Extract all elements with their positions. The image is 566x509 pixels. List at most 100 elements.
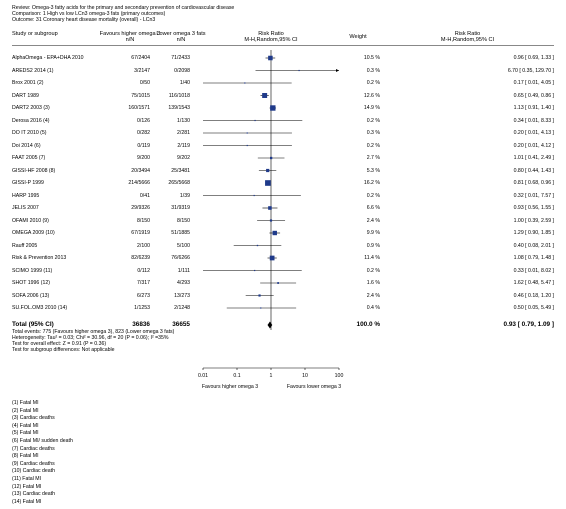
study-weight: 0.2 % xyxy=(366,80,380,86)
study-ci: 0.96 [ 0.69, 1.33 ] xyxy=(513,55,554,61)
study-name: Rauff 2005 xyxy=(12,242,38,249)
total-weight: 100.0 % xyxy=(356,321,380,328)
effect-square xyxy=(270,105,276,111)
study-ctrl: 71/2433 xyxy=(171,55,190,61)
col-exp: Favours higher omega 3 xyxy=(99,31,161,37)
study-weight: 5.3 % xyxy=(366,167,380,174)
study-ctrl: 0/2098 xyxy=(174,67,190,74)
x-tick-label: 10 xyxy=(302,373,308,379)
study-weight: 0.2 % xyxy=(366,267,380,274)
effect-square xyxy=(298,69,300,72)
footnote: (13) Cardiac death xyxy=(12,491,55,498)
study-name: OMEGA 2009 (10) xyxy=(12,230,55,236)
effect-square xyxy=(262,93,268,98)
study-ci: 1.13 [ 0.91, 1.40 ] xyxy=(513,105,554,111)
study-ctrl: 25/3481 xyxy=(171,167,190,174)
effect-square xyxy=(268,206,272,210)
total-label: Total (95% CI) xyxy=(12,321,54,328)
study-ci: 1.29 [ 0.90, 1.85 ] xyxy=(513,230,554,236)
study-ci: 6.70 [ 0.35, 129.70 ] xyxy=(507,67,554,74)
study-weight: 0.2 % xyxy=(366,192,380,199)
header-divider xyxy=(12,45,554,46)
effect-square xyxy=(277,282,280,284)
outcome-title: Outcome: 31 Coronary heart disease morta… xyxy=(12,17,156,23)
study-name: SHOT 1996 (12) xyxy=(12,280,50,286)
footnote: (5) Fatal MI xyxy=(12,430,39,437)
study-exp: 7/317 xyxy=(137,280,150,286)
study-ctrl: 1/111 xyxy=(177,267,190,274)
subgroup-test: Test for subgroup differences: Not appli… xyxy=(12,347,115,353)
effect-square xyxy=(260,307,262,309)
x-tick-label: 0.01 xyxy=(198,373,208,379)
study-ctrl: 116/1018 xyxy=(168,92,190,99)
study-name: DART2 2003 (3) xyxy=(12,105,50,111)
study-ctrl: 9/202 xyxy=(177,155,190,161)
study-weight: 2.7 % xyxy=(366,155,380,161)
overall-effect: Test for overall effect: Z = 0.91 (P = 0… xyxy=(12,341,107,347)
col-rr: Risk Ratio xyxy=(258,31,284,37)
study-name: AlphaOmega - EPA+DHA 2010 xyxy=(12,55,84,61)
study-exp: 214/5666 xyxy=(128,180,150,186)
study-name: OFAMI 2010 (9) xyxy=(12,217,49,224)
study-ctrl: 265/5668 xyxy=(168,180,190,186)
study-weight: 14.9 % xyxy=(363,105,380,111)
study-exp: 75/1015 xyxy=(131,92,150,99)
total-diamond xyxy=(267,321,273,329)
effect-square xyxy=(269,156,273,160)
study-ctrl: 31/9319 xyxy=(171,205,190,211)
study-ci: 0.50 [ 0.05, 5.49 ] xyxy=(513,305,554,311)
effect-square xyxy=(254,269,256,272)
study-ctrl: 1/130 xyxy=(177,117,190,124)
study-ci: 1.62 [ 0.48, 5.47 ] xyxy=(513,280,554,286)
total-exp: 36836 xyxy=(132,321,150,328)
effect-square xyxy=(268,55,273,61)
study-exp: 0/41 xyxy=(139,192,150,199)
col-ctrl-sub: n/N xyxy=(176,37,186,43)
study-ctrl: 4/293 xyxy=(177,280,190,286)
study-ci: 0.80 [ 0.44, 1.43 ] xyxy=(513,167,554,174)
col-weight: Weight xyxy=(349,34,367,40)
effect-square xyxy=(258,294,261,297)
study-exp: 160/1571 xyxy=(128,105,150,111)
study-name: Risk & Prevention 2013 xyxy=(12,255,67,261)
col-exp-sub: n/N xyxy=(125,37,135,43)
footnote: (14) Fatal MI xyxy=(12,498,42,505)
study-ci: 1.01 [ 0.41, 2.49 ] xyxy=(513,155,554,161)
study-exp: 82/6239 xyxy=(131,255,150,261)
study-exp: 0/282 xyxy=(137,130,150,136)
footnote: (3) Cardiac deaths xyxy=(12,415,55,422)
study-exp: 0/50 xyxy=(139,80,150,86)
x-tick-label: 100 xyxy=(335,373,344,379)
footnote: (1) Fatal MI xyxy=(12,400,39,406)
study-name: SOFA 2006 (13) xyxy=(12,292,50,299)
study-weight: 2.4 % xyxy=(366,292,380,299)
study-exp: 0/126 xyxy=(137,117,150,124)
study-ci: 1.00 [ 0.39, 2.59 ] xyxy=(513,217,554,224)
study-ctrl: 76/6266 xyxy=(171,255,190,261)
study-name: JELIS 2007 xyxy=(12,205,39,211)
study-ci: 0.93 [ 0.56, 1.55 ] xyxy=(513,205,554,211)
footnote: (4) Fatal MI xyxy=(12,422,39,429)
study-ci: 0.32 [ 0.01, 7.57 ] xyxy=(513,192,554,199)
axis-label-right: Favours lower omega 3 xyxy=(286,384,342,390)
x-tick-label: 0.1 xyxy=(233,373,240,379)
study-ci: 0.34 [ 0.01, 8.33 ] xyxy=(513,117,554,124)
study-exp: 20/3494 xyxy=(131,167,150,174)
total-ci: 0.93 [ 0.79, 1.09 ] xyxy=(503,321,554,328)
effect-square xyxy=(266,168,270,173)
study-name: SCIMO 1999 (11) xyxy=(12,267,53,274)
study-name: AREDS2 2014 (1) xyxy=(12,67,54,74)
study-weight: 11.4 % xyxy=(364,255,380,261)
footnote: (6) Fatal MI/ sudden death xyxy=(12,438,73,444)
col-ctrl: Lower omega 3 fats xyxy=(156,31,206,37)
study-name: DO IT 2010 (5) xyxy=(12,130,47,136)
study-weight: 2.4 % xyxy=(366,217,380,224)
x-tick-label: 1 xyxy=(270,373,273,379)
study-name: HARP 1995 xyxy=(12,192,40,199)
col-rr-sub: M-H,Random,95% CI xyxy=(244,37,298,43)
study-ci: 0.65 [ 0.49, 0.86 ] xyxy=(513,92,554,99)
study-ctrl: 139/1543 xyxy=(168,105,190,111)
effect-square xyxy=(246,132,248,134)
study-ci: 0.40 [ 0.08, 2.01 ] xyxy=(513,242,554,249)
